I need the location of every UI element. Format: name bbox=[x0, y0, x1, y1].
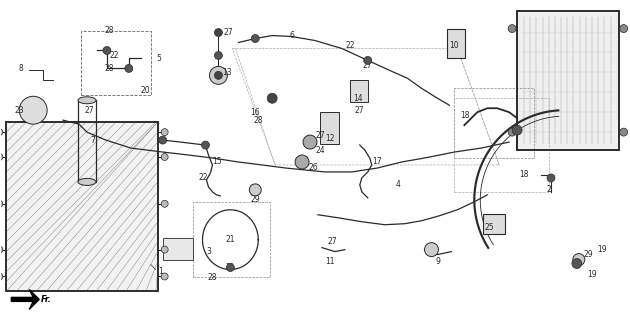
Circle shape bbox=[0, 200, 3, 207]
Text: 22: 22 bbox=[110, 51, 119, 60]
Text: 17: 17 bbox=[372, 157, 381, 166]
Text: 20: 20 bbox=[140, 86, 151, 95]
Circle shape bbox=[620, 25, 627, 33]
Bar bbox=[454, 88, 534, 158]
Ellipse shape bbox=[78, 97, 96, 104]
Circle shape bbox=[267, 93, 277, 103]
Circle shape bbox=[251, 35, 259, 43]
Circle shape bbox=[214, 71, 222, 79]
Circle shape bbox=[620, 128, 627, 136]
Text: 5: 5 bbox=[156, 54, 161, 63]
Text: 22: 22 bbox=[199, 173, 209, 182]
Text: 23: 23 bbox=[14, 106, 24, 115]
Text: 16: 16 bbox=[251, 108, 260, 117]
Text: 28: 28 bbox=[253, 116, 263, 125]
Text: 27: 27 bbox=[328, 237, 338, 246]
Text: 28: 28 bbox=[104, 64, 113, 73]
Circle shape bbox=[161, 154, 168, 161]
Bar bbox=[193, 202, 270, 277]
Circle shape bbox=[209, 67, 227, 84]
Circle shape bbox=[159, 136, 167, 144]
Text: 27: 27 bbox=[452, 41, 462, 50]
Circle shape bbox=[547, 174, 555, 182]
Text: 15: 15 bbox=[212, 157, 222, 166]
Text: 13: 13 bbox=[222, 68, 232, 77]
Bar bbox=[6, 122, 158, 292]
Circle shape bbox=[202, 141, 209, 149]
Text: 18: 18 bbox=[519, 171, 529, 180]
Text: 10: 10 bbox=[450, 41, 459, 50]
Circle shape bbox=[249, 184, 261, 196]
Text: 27: 27 bbox=[224, 28, 233, 37]
Circle shape bbox=[161, 273, 168, 280]
Circle shape bbox=[0, 273, 3, 280]
Bar bbox=[447, 28, 466, 59]
Bar bbox=[81, 31, 151, 95]
Text: 26: 26 bbox=[308, 164, 318, 172]
Text: 21: 21 bbox=[226, 235, 235, 244]
Text: 27: 27 bbox=[84, 106, 94, 115]
Text: 12: 12 bbox=[325, 133, 335, 143]
Circle shape bbox=[425, 243, 438, 257]
Text: 27: 27 bbox=[316, 131, 325, 140]
Text: 29: 29 bbox=[584, 250, 593, 259]
Circle shape bbox=[20, 96, 47, 124]
Text: 28: 28 bbox=[208, 273, 217, 282]
Circle shape bbox=[572, 259, 582, 268]
Circle shape bbox=[161, 246, 168, 253]
Text: 11: 11 bbox=[325, 257, 335, 266]
Circle shape bbox=[364, 56, 372, 64]
Circle shape bbox=[0, 154, 3, 161]
Text: 22: 22 bbox=[345, 41, 355, 50]
Circle shape bbox=[0, 129, 3, 136]
Circle shape bbox=[303, 135, 317, 149]
Circle shape bbox=[512, 125, 522, 135]
Text: 2: 2 bbox=[547, 185, 551, 194]
Circle shape bbox=[125, 64, 133, 72]
Text: 24: 24 bbox=[315, 146, 324, 155]
Bar bbox=[517, 11, 619, 150]
Ellipse shape bbox=[78, 179, 96, 185]
Bar bbox=[350, 80, 368, 102]
Text: 3: 3 bbox=[206, 247, 211, 256]
Text: 4: 4 bbox=[395, 180, 400, 189]
Text: 27: 27 bbox=[363, 61, 372, 70]
Bar bbox=[517, 11, 619, 150]
Text: Fr.: Fr. bbox=[41, 295, 52, 304]
Text: 19: 19 bbox=[597, 245, 607, 254]
Circle shape bbox=[161, 200, 168, 207]
Text: 7: 7 bbox=[91, 136, 95, 145]
Bar bbox=[483, 214, 505, 234]
Text: 8: 8 bbox=[19, 64, 24, 73]
Circle shape bbox=[214, 28, 222, 36]
Circle shape bbox=[103, 46, 111, 54]
Text: 9: 9 bbox=[435, 257, 440, 266]
Text: 1: 1 bbox=[158, 267, 163, 276]
Circle shape bbox=[573, 253, 585, 266]
Circle shape bbox=[161, 129, 168, 136]
Text: 19: 19 bbox=[587, 270, 597, 279]
Circle shape bbox=[508, 128, 516, 136]
Circle shape bbox=[226, 264, 234, 271]
Polygon shape bbox=[11, 289, 39, 309]
Text: 21: 21 bbox=[226, 263, 235, 272]
Circle shape bbox=[0, 246, 3, 253]
Circle shape bbox=[295, 155, 309, 169]
Text: 14: 14 bbox=[353, 94, 363, 103]
Bar bbox=[6, 122, 158, 292]
Bar bbox=[320, 112, 339, 144]
Text: 6: 6 bbox=[290, 31, 295, 40]
Text: 27: 27 bbox=[355, 106, 365, 115]
Text: 28: 28 bbox=[104, 26, 113, 35]
Text: 29: 29 bbox=[251, 195, 260, 204]
Text: 18: 18 bbox=[460, 111, 469, 120]
Circle shape bbox=[508, 25, 516, 33]
Circle shape bbox=[214, 52, 222, 60]
Text: 25: 25 bbox=[484, 223, 494, 232]
Bar bbox=[163, 238, 193, 260]
